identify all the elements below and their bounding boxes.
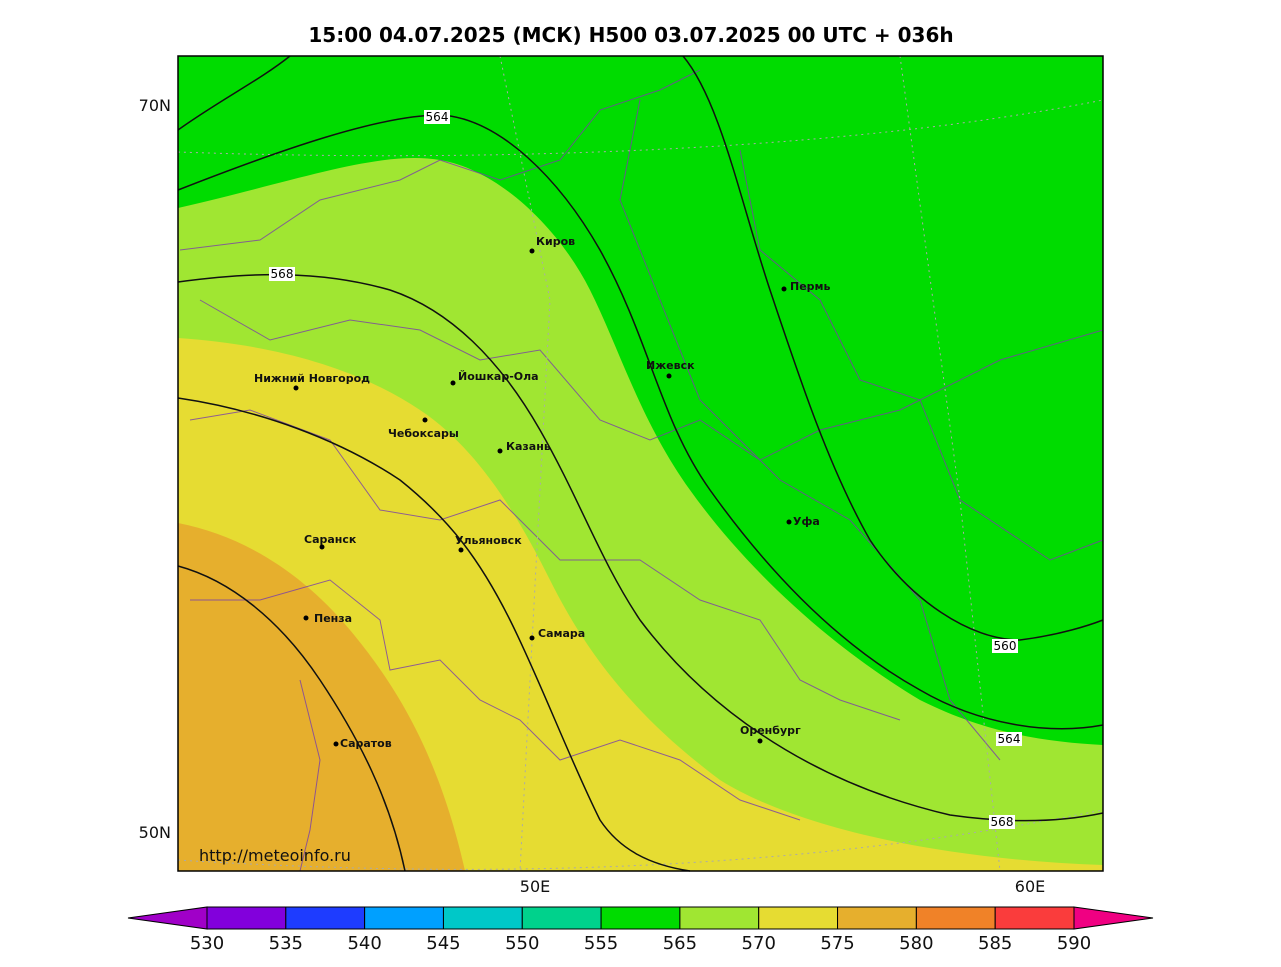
city-label: Самара xyxy=(538,627,585,640)
colorbar-label: 535 xyxy=(269,933,303,954)
graticule xyxy=(177,55,1104,872)
colorbar-extend-low xyxy=(127,906,208,930)
colorbar-label: 555 xyxy=(584,933,618,954)
city-dot xyxy=(497,448,503,454)
colorbar-label: 565 xyxy=(663,933,697,954)
contour-label-bg xyxy=(992,639,1018,653)
title: 15:00 04.07.2025 (МСК) H500 03.07.2025 0… xyxy=(308,23,953,47)
city-dot xyxy=(458,547,464,553)
city-label: Ульяновск xyxy=(455,534,522,547)
city-dot xyxy=(666,373,672,379)
cities: Киров Пермь Ижевск Нижний Новгород Йошкар-Ол… xyxy=(254,235,831,750)
city-label: Чебоксары xyxy=(388,427,459,440)
contour-label: 564 xyxy=(998,732,1021,746)
city-dot xyxy=(529,248,535,254)
city-dot xyxy=(303,615,309,621)
map-area: Киров Пермь Ижевск Нижний Новгород Йошкар-Ол… xyxy=(177,55,1104,872)
city-label: Саранск xyxy=(304,533,357,546)
colorbar-label: 530 xyxy=(190,933,224,954)
lat-label: 50N xyxy=(139,823,171,842)
colorbar: 530 535 540 545 550 555 565 570 575 580 585 590 xyxy=(127,906,1154,954)
zone-575-580 xyxy=(178,523,465,871)
city-dot xyxy=(450,380,456,386)
colorbar-segment xyxy=(442,906,523,930)
city-label: Саратов xyxy=(340,737,392,750)
colorbar-segment xyxy=(364,906,444,930)
city-label: Казань xyxy=(506,440,551,453)
colorbar-segment xyxy=(994,906,1075,930)
city-dot xyxy=(293,385,299,391)
city-label: Нижний Новгород xyxy=(254,372,370,385)
contour-label: 568 xyxy=(271,267,294,281)
contour-label-bg xyxy=(269,267,295,281)
colorbar-label: 540 xyxy=(347,933,381,954)
city-label: Ижевск xyxy=(646,359,695,372)
colorbar-label: 545 xyxy=(426,933,460,954)
contour-label-bg xyxy=(989,815,1015,829)
colorbar-segment xyxy=(521,906,602,930)
city-label: Киров xyxy=(536,235,575,248)
colorbar-segment xyxy=(915,906,996,930)
contour-label-bg xyxy=(996,732,1022,746)
city-label: Оренбург xyxy=(740,724,801,737)
city-dot xyxy=(781,286,787,292)
colorbar-segment xyxy=(837,906,917,930)
city-dot xyxy=(422,417,428,423)
colorbar-label: 575 xyxy=(820,933,854,954)
colorbar-segment xyxy=(600,906,681,930)
colorbar-label: 570 xyxy=(742,933,776,954)
colorbar-label: 580 xyxy=(899,933,933,954)
colorbar-label: 590 xyxy=(1057,933,1091,954)
city-dot xyxy=(529,635,535,641)
contour-label-bg xyxy=(424,110,450,124)
colorbar-label: 550 xyxy=(505,933,539,954)
lat-label: 70N xyxy=(139,96,171,115)
colorbar-segment xyxy=(285,906,366,930)
city-dot xyxy=(757,738,763,744)
contours xyxy=(177,55,1104,872)
city-label: Пермь xyxy=(790,280,831,293)
colorbar-label: 585 xyxy=(978,933,1012,954)
colorbar-extend-high xyxy=(1073,906,1154,930)
contour-label: 568 xyxy=(991,815,1014,829)
city-dot xyxy=(319,544,325,550)
city-dot xyxy=(786,519,792,525)
contour-label: 564 xyxy=(426,110,449,124)
city-label: Пенза xyxy=(314,612,352,625)
city-label: Уфа xyxy=(793,515,820,528)
colorbar-segment xyxy=(206,906,287,930)
lon-label: 60E xyxy=(1015,877,1045,896)
contour-label: 560 xyxy=(994,639,1017,653)
credit: http://meteoinfo.ru xyxy=(199,846,351,865)
contour-labels: 564 568 560 564 568 xyxy=(269,110,1022,829)
lon-label: 50E xyxy=(520,877,550,896)
colorbar-segment xyxy=(679,906,760,930)
city-dot xyxy=(333,741,339,747)
region-borders xyxy=(179,69,1104,872)
map-frame xyxy=(177,55,1104,872)
city-label: Йошкар-Ола xyxy=(458,370,539,383)
colorbar-segment xyxy=(758,906,839,930)
